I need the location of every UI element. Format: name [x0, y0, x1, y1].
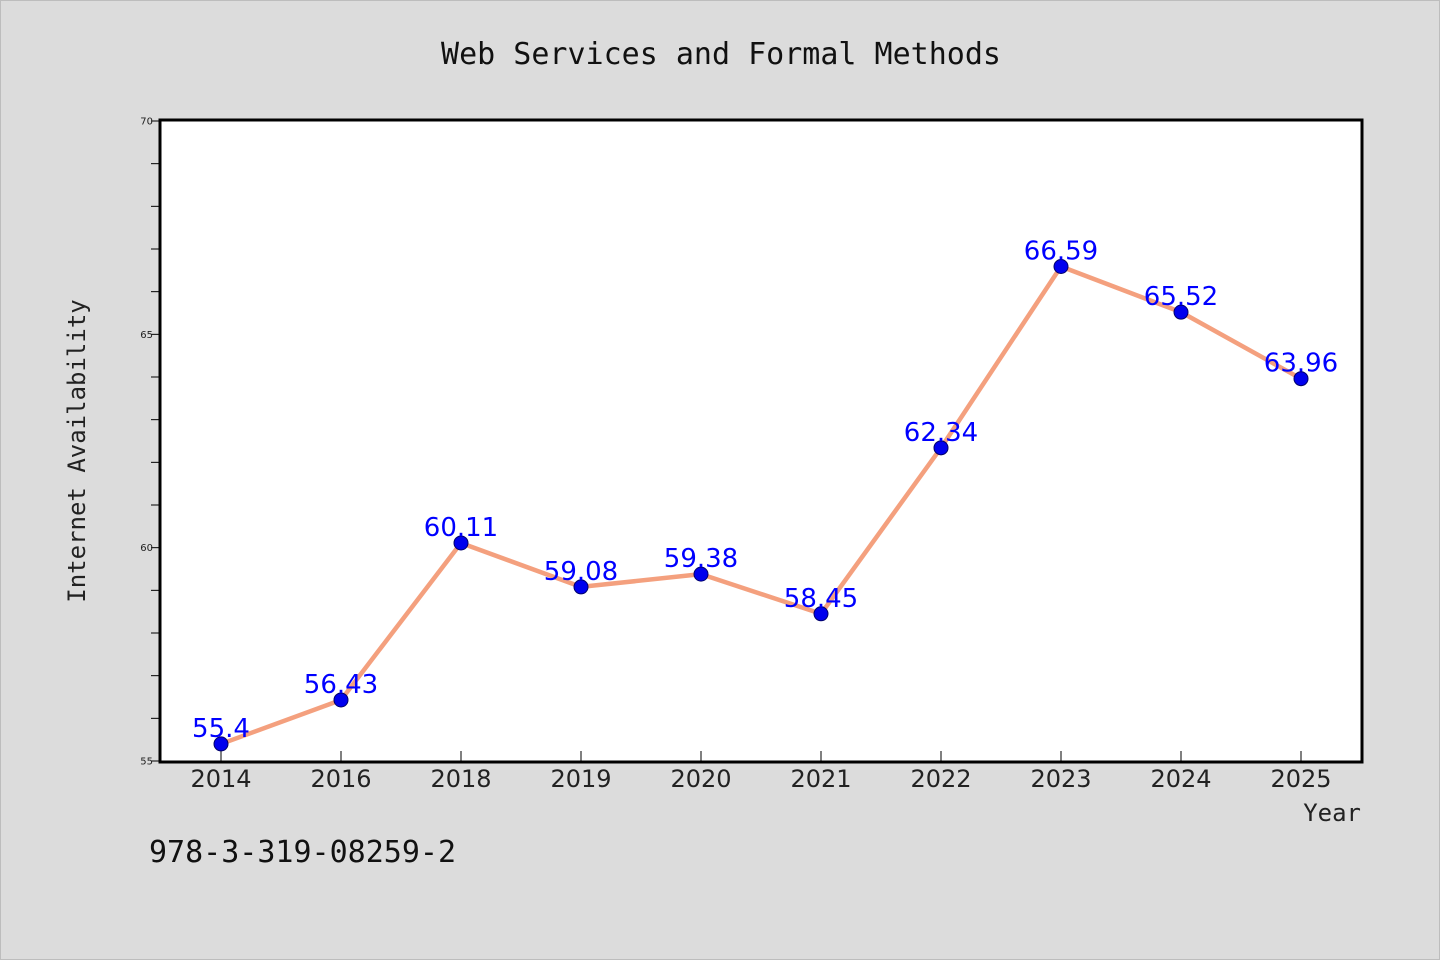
- plot-area: [158, 118, 1364, 764]
- data-label: 56.43: [304, 670, 378, 700]
- x-tick-label: 2022: [910, 765, 971, 793]
- y-axis-label: Internet Availability: [63, 299, 91, 602]
- data-label: 55.4: [192, 714, 250, 744]
- data-markers: [213, 258, 1309, 752]
- data-point: [813, 606, 829, 622]
- x-tick-label: 2023: [1030, 765, 1091, 793]
- y-tick-label: 55: [140, 757, 153, 768]
- x-axis-label: Year: [1303, 799, 1361, 827]
- x-tick-label: 2016: [310, 765, 371, 793]
- x-tick-label: 2024: [1150, 765, 1211, 793]
- y-axis: 55 60 65 70: [140, 117, 161, 768]
- chart-title: Web Services and Formal Methods: [441, 37, 1001, 72]
- data-label: 58.45: [784, 584, 858, 614]
- data-point: [1293, 371, 1309, 387]
- data-point: [933, 440, 949, 456]
- data-point: [1173, 304, 1189, 320]
- y-tick-label: 65: [140, 330, 153, 341]
- x-tick-label: 2018: [430, 765, 491, 793]
- data-point: [693, 566, 709, 582]
- data-point: [333, 692, 349, 708]
- x-tick-label: 2014: [190, 765, 251, 793]
- x-tick-label: 2020: [670, 765, 731, 793]
- data-label: 66.59: [1024, 236, 1098, 266]
- x-axis: 2014 2016 2018 2019 2020 2021 2022 2023 2024 2025: [190, 751, 1332, 793]
- data-label: 59.38: [664, 544, 738, 574]
- data-point: [573, 579, 589, 595]
- data-label: 60.11: [424, 513, 498, 543]
- data-label: 62.34: [904, 418, 978, 448]
- series-line-group: [218, 264, 1304, 747]
- x-tick-label: 2019: [550, 765, 611, 793]
- data-point: [453, 535, 469, 551]
- data-label: 59.08: [544, 557, 618, 587]
- isbn-footer: 978-3-319-08259-2: [149, 835, 457, 870]
- data-labels: 55.4 56.43 60.11 59.08 59.38 58.45 62.34 66.59 6…: [192, 236, 1338, 743]
- x-tick-label: 2021: [790, 765, 851, 793]
- data-label: 63.96: [1264, 349, 1338, 379]
- data-point: [1053, 258, 1069, 274]
- data-point: [213, 736, 229, 752]
- x-tick-label: 2025: [1270, 765, 1331, 793]
- y-tick-label: 60: [140, 543, 153, 554]
- series-line: [218, 264, 1304, 747]
- data-label: 65.52: [1144, 282, 1218, 312]
- y-tick-label: 70: [140, 117, 153, 128]
